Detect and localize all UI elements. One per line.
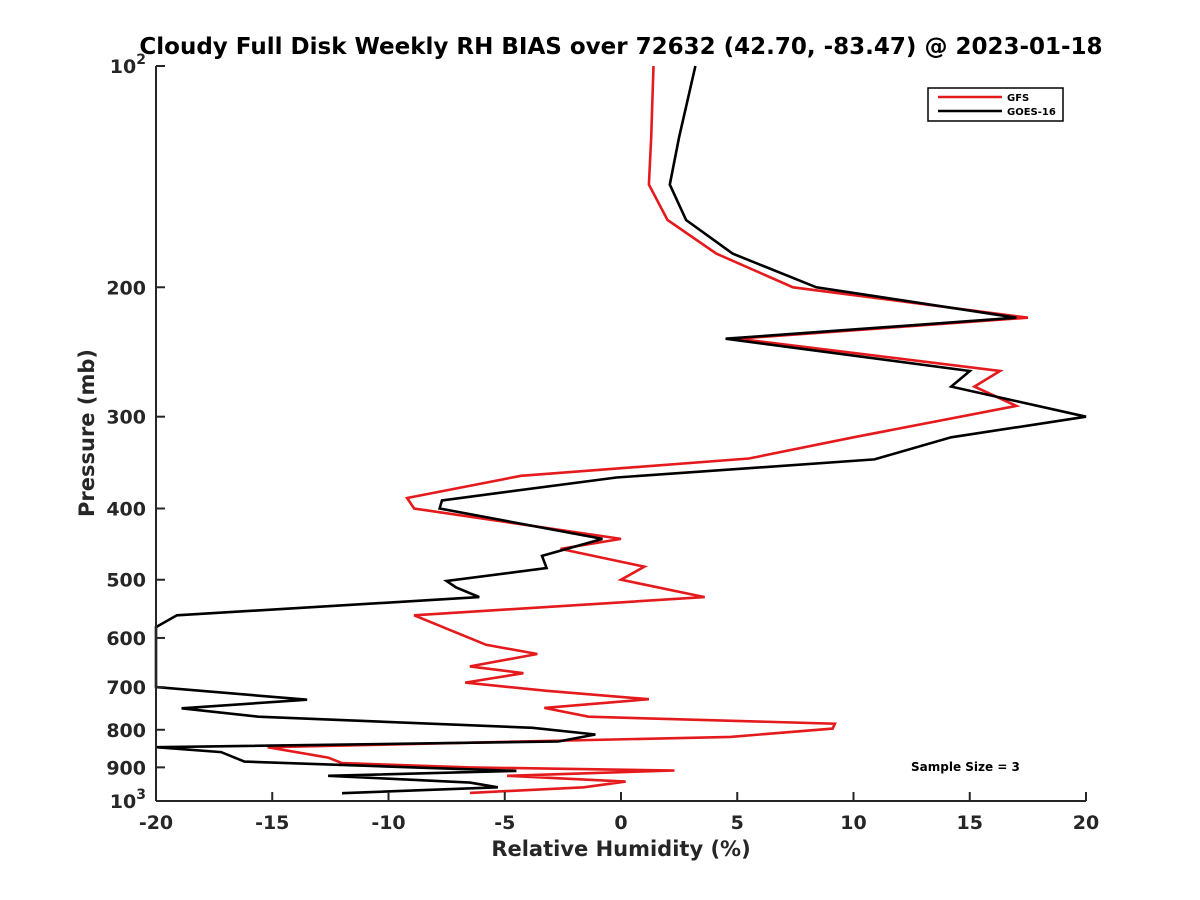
legend-label-gfs: GFS [1007, 93, 1029, 104]
y-tick-label: 700 [106, 677, 146, 699]
y-tick-label: 600 [106, 628, 146, 650]
x-tick-label: 0 [614, 812, 627, 834]
x-tick-label: -5 [494, 812, 515, 834]
y-axis-label: Pressure (mb) [75, 349, 99, 517]
y-tick-label: 200 [106, 277, 146, 299]
y-tick-label: 800 [106, 720, 146, 742]
y-tick-label: 500 [106, 570, 146, 592]
series-layer [154, 65, 1087, 795]
y-tick-label: 900 [106, 757, 146, 779]
x-tick-label: 5 [731, 812, 744, 834]
y-tick-label: 300 [106, 407, 146, 429]
x-tick-label: -20 [139, 812, 173, 834]
x-tick-label: 15 [957, 812, 983, 834]
x-tick-label: 20 [1073, 812, 1099, 834]
legend: GFS GOES-16 [927, 87, 1064, 122]
x-tick-label: -10 [371, 812, 405, 834]
y-tick-label: 400 [106, 499, 146, 521]
chart-title: Cloudy Full Disk Weekly RH BIAS over 726… [139, 34, 1102, 60]
x-axis-label: Relative Humidity (%) [491, 837, 750, 861]
x-tick-label: 10 [840, 812, 866, 834]
sample-size-annotation: Sample Size = 3 [911, 760, 1020, 774]
x-ticks: -20 -15 -10 -5 0 5 10 15 20 [139, 792, 1099, 834]
legend-label-goes16: GOES-16 [1007, 107, 1056, 118]
x-tick-label: -15 [255, 812, 289, 834]
series-line-goes-16 [154, 65, 1087, 795]
legend-box [927, 87, 1064, 122]
y-tick-label: 102 [110, 52, 146, 78]
